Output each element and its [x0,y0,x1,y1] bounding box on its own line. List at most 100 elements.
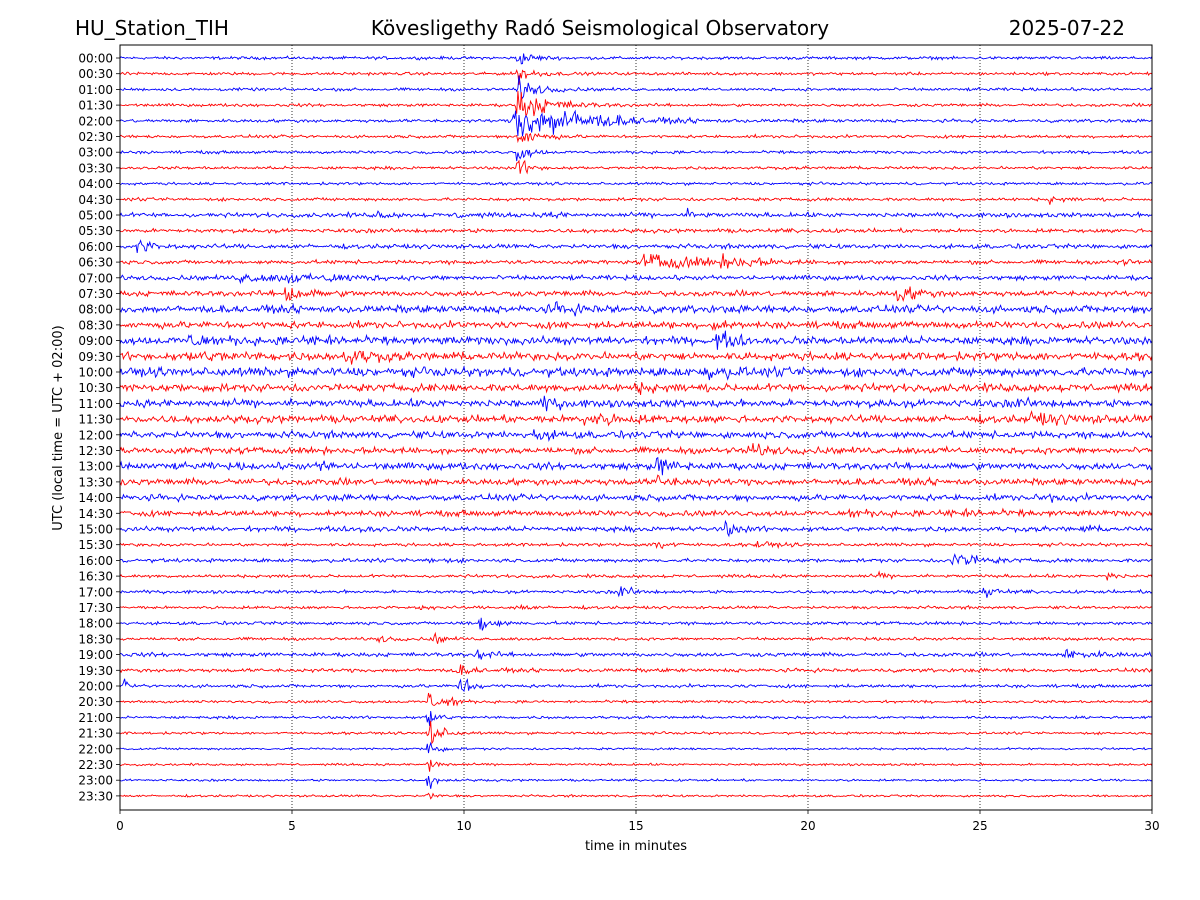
y-tick-label: 13:30 [78,475,113,489]
x-tick-label: 30 [1144,819,1159,833]
trace-1300 [119,456,1153,476]
trace-1130 [119,410,1153,427]
y-tick-label: 12:30 [78,444,113,458]
y-tick-label: 04:30 [78,193,113,207]
trace-1000 [119,365,1153,381]
trace-0300 [119,149,1153,162]
trace-0730 [119,286,1153,303]
x-axis-ticks: 0 5 10 15 20 25 30 [116,810,1160,833]
x-tick-label: 20 [800,819,815,833]
y-tick-label: 01:30 [78,99,113,113]
trace-2330 [119,792,1153,800]
y-tick-label: 23:00 [78,774,113,788]
y-tick-label: 05:30 [78,224,113,238]
trace-0330 [119,159,1153,175]
y-tick-label: 19:30 [78,664,113,678]
y-tick-label: 16:00 [78,554,113,568]
trace-0500 [119,207,1153,220]
trace-2200 [119,741,1153,754]
y-tick-label: 13:00 [78,460,113,474]
trace-1500 [119,519,1153,538]
y-tick-label: 17:00 [78,585,113,599]
y-tick-label: 00:00 [78,52,113,66]
y-tick-label: 23:30 [78,789,113,803]
trace-0230 [119,132,1153,144]
trace-0430 [119,196,1153,205]
trace-0700 [119,272,1153,285]
y-tick-label: 20:30 [78,695,113,709]
y-tick-label: 22:00 [78,742,113,756]
y-tick-label: 04:00 [78,177,113,191]
plot-frame [119,44,1153,811]
y-tick-label: 11:30 [78,413,113,427]
trace-1230 [119,443,1153,457]
trace-0930 [119,350,1153,365]
trace-2030 [119,692,1153,707]
y-tick-label: 07:30 [78,287,113,301]
trace-0600 [119,239,1153,253]
trace-1730 [119,603,1153,611]
trace-0130 [119,91,1152,117]
trace-2000 [119,678,1153,693]
y-tick-label: 00:30 [78,67,113,81]
y-tick-label: 10:00 [78,366,113,380]
y-tick-label: 14:00 [78,491,113,505]
x-tick-label: 0 [116,819,124,833]
trace-0100 [119,75,1153,99]
trace-1100 [119,395,1153,412]
trace-0530 [119,226,1153,235]
trace-1200 [119,429,1153,442]
date-label: 2025-07-22 [1009,16,1125,40]
y-tick-label: 10:30 [78,381,113,395]
y-tick-label: 05:00 [78,209,113,223]
y-tick-label: 08:30 [78,318,113,332]
trace-1830 [119,631,1153,644]
y-tick-label: 19:00 [78,648,113,662]
trace-1330 [119,474,1153,488]
trace-1400 [119,491,1153,503]
x-tick-label: 25 [972,819,987,833]
y-tick-label: 18:00 [78,617,113,631]
y-tick-label: 01:00 [78,83,113,97]
trace-0030 [119,68,1153,85]
y-tick-label: 15:30 [78,538,113,552]
y-tick-label: 06:00 [78,240,113,254]
x-axis-label: time in minutes [585,839,687,854]
y-tick-label: 03:30 [78,161,113,175]
x-tick-label: 15 [628,819,643,833]
y-tick-label: 22:30 [78,758,113,772]
trace-0000 [119,53,1153,65]
y-tick-label: 07:00 [78,271,113,285]
trace-1030 [119,381,1153,395]
y-axis-label: UTC (local time = UTC + 02:00) [51,325,66,530]
y-tick-label: 21:30 [78,727,113,741]
y-tick-label: 08:00 [78,303,113,317]
trace-0630 [120,253,1153,270]
y-tick-label: 03:00 [78,146,113,160]
grid-lines [291,45,981,810]
y-tick-label: 18:30 [78,632,113,646]
trace-0830 [119,319,1153,332]
trace-1630 [119,570,1153,581]
y-tick-label: 21:00 [78,711,113,725]
trace-1800 [119,617,1153,631]
y-tick-label: 14:30 [78,507,113,521]
trace-group [119,53,1153,800]
trace-2300 [119,776,1153,789]
y-tick-label: 11:00 [78,397,113,411]
y-tick-label: 12:00 [78,428,113,442]
trace-0800 [119,300,1153,317]
y-tick-label: 17:30 [78,601,113,615]
y-tick-label: 06:30 [78,256,113,270]
trace-1700 [119,586,1153,598]
y-tick-label: 09:30 [78,350,113,364]
trace-2130 [119,720,1153,745]
trace-0200 [119,109,1153,137]
trace-1900 [119,648,1153,660]
y-tick-label: 09:00 [78,334,113,348]
trace-1930 [119,664,1153,675]
y-tick-label: 20:00 [78,680,113,694]
y-tick-label: 16:30 [78,570,113,584]
